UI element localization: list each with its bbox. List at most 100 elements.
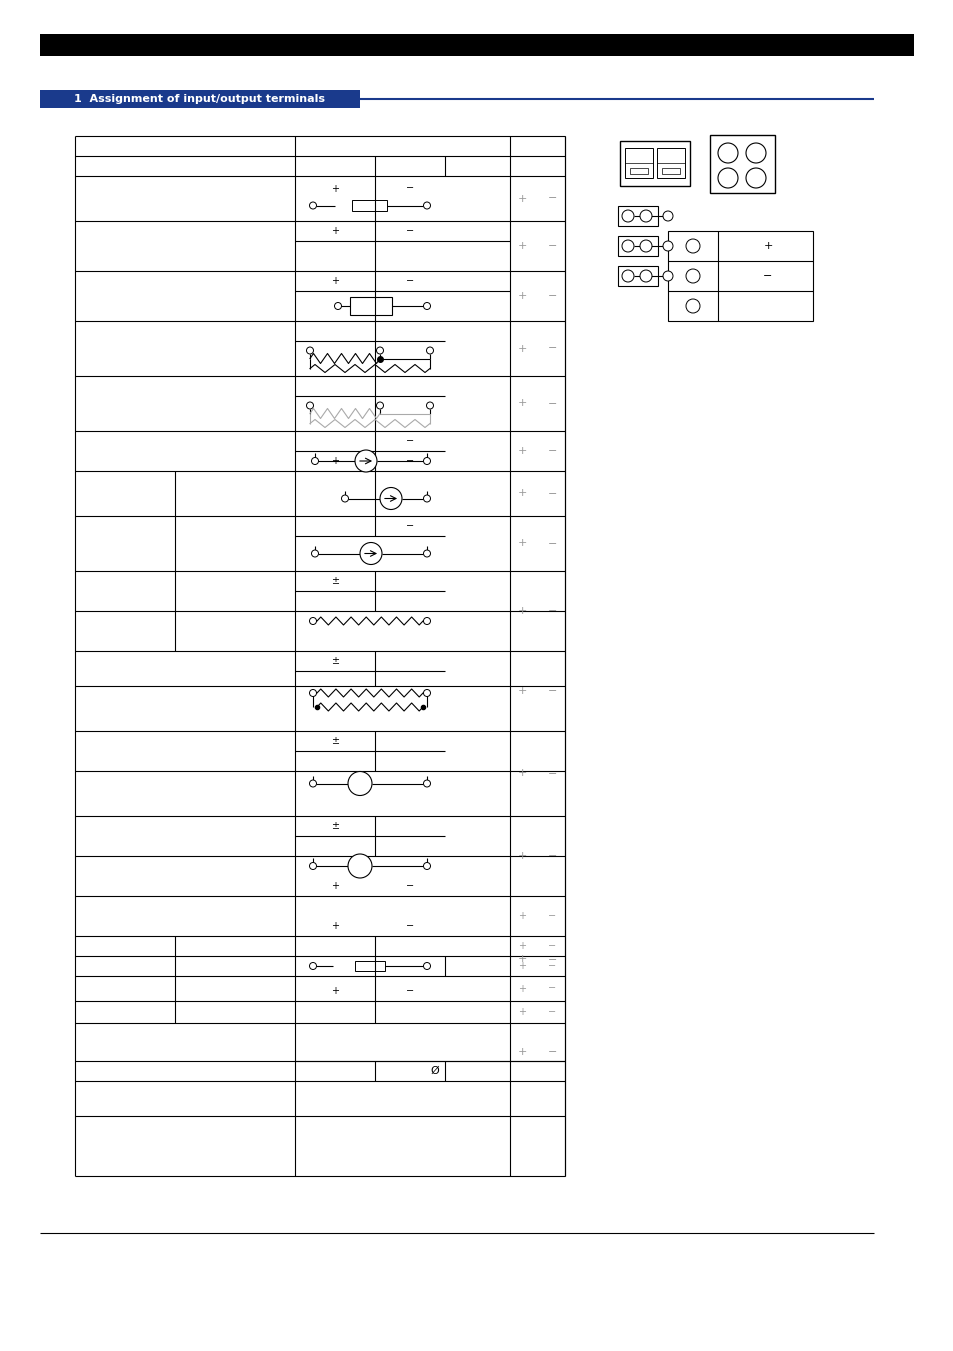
Circle shape [745,168,765,188]
Text: +: + [517,851,527,861]
Bar [667,231,812,322]
Circle shape [423,962,430,970]
Circle shape [312,550,318,557]
Text: +: + [331,276,338,286]
Circle shape [312,458,318,465]
Circle shape [423,862,430,870]
Text: −: − [547,686,557,696]
Bar [40,34,913,55]
Circle shape [662,211,672,222]
Circle shape [685,269,700,282]
Text: +: + [518,961,526,971]
Text: −: − [548,1006,556,1017]
Text: −: − [406,921,414,931]
Circle shape [426,347,433,354]
Text: +: + [517,290,527,301]
Bar [355,961,385,971]
Text: −: − [547,343,557,354]
Circle shape [423,689,430,697]
Circle shape [639,209,651,222]
Text: +: + [518,942,526,951]
Circle shape [355,450,376,471]
Circle shape [718,143,738,163]
Text: +: + [517,955,527,965]
Text: −: − [547,539,557,549]
Circle shape [423,303,430,309]
Text: +: + [517,539,527,549]
Bar [618,236,658,255]
Text: −: − [548,942,556,951]
Circle shape [639,270,651,282]
Text: +: + [517,240,527,251]
Text: −: − [406,184,414,193]
Circle shape [309,689,316,697]
Circle shape [348,854,372,878]
Circle shape [309,962,316,970]
Text: −: − [548,984,556,993]
Circle shape [662,272,672,281]
Text: −: − [762,272,772,281]
Text: −: − [406,881,414,892]
Circle shape [306,347,314,354]
Circle shape [621,209,634,222]
Text: +: + [518,1006,526,1017]
Text: −: − [548,961,556,971]
Bar [618,266,658,286]
Text: +: + [517,446,527,457]
Bar [350,297,392,315]
Text: +: + [517,769,527,778]
Circle shape [423,550,430,557]
Circle shape [423,494,430,503]
Text: +: + [517,399,527,408]
Bar [618,205,658,226]
Text: +: + [517,193,527,204]
Bar [40,91,359,108]
Text: −: − [406,986,414,996]
Text: −: − [547,1047,557,1056]
Text: ±: ± [331,657,338,666]
Text: ±: ± [331,736,338,746]
Circle shape [309,203,316,209]
Text: −: − [547,489,557,499]
Text: −: − [406,276,414,286]
Text: +: + [517,1047,527,1056]
Text: +: + [331,184,338,193]
Circle shape [745,143,765,163]
Bar [709,135,774,193]
Circle shape [685,299,700,313]
Text: +: + [331,986,338,996]
Circle shape [341,494,348,503]
Text: +: + [331,457,338,466]
Text: +: + [518,984,526,993]
Text: −: − [548,911,556,921]
Text: −: − [547,607,557,616]
Circle shape [376,403,383,409]
Circle shape [423,458,430,465]
Circle shape [639,240,651,253]
Text: −: − [547,769,557,778]
Text: −: − [547,446,557,457]
Text: +: + [517,489,527,499]
Circle shape [423,203,430,209]
Circle shape [662,240,672,251]
Text: +: + [517,343,527,354]
Bar [352,200,387,211]
Circle shape [685,239,700,253]
Circle shape [306,403,314,409]
Text: −: − [406,521,414,531]
Text: −: − [547,193,557,204]
Circle shape [621,240,634,253]
Text: ±: ± [331,821,338,831]
Text: +: + [331,881,338,892]
Circle shape [309,780,316,788]
Circle shape [423,780,430,788]
Circle shape [376,347,383,354]
Circle shape [379,488,401,509]
Text: 1  Assignment of input/output terminals: 1 Assignment of input/output terminals [74,95,325,104]
Circle shape [621,270,634,282]
Text: −: − [547,399,557,408]
Bar [629,168,647,174]
Text: −: − [406,226,414,236]
Circle shape [309,617,316,624]
Text: −: − [547,290,557,301]
